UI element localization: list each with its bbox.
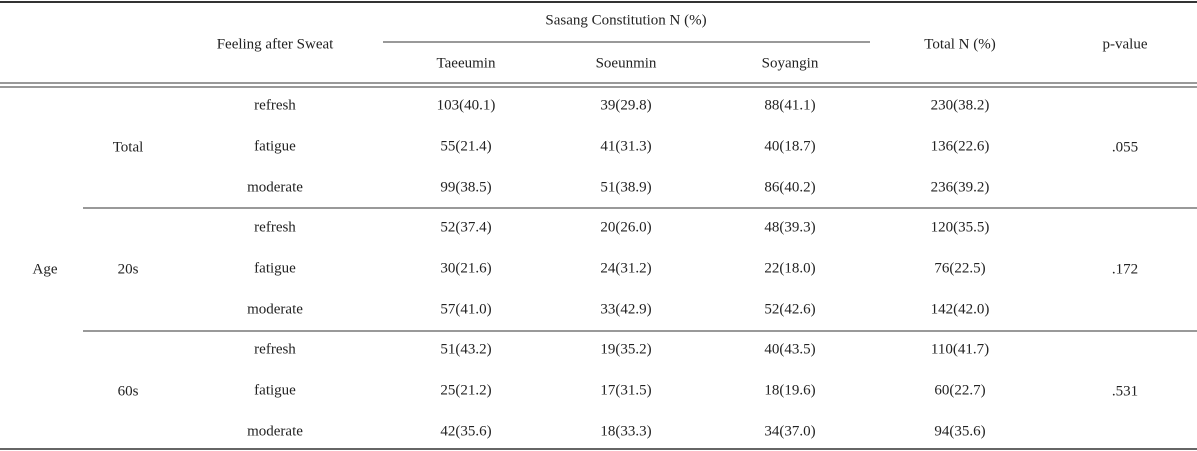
cell: 24(31.2) [600, 260, 651, 276]
cell: 52(42.6) [764, 301, 815, 317]
cell: 48(39.3) [764, 219, 815, 235]
cell: 236(39.2) [931, 179, 990, 195]
feeling: refresh [254, 341, 296, 357]
cell: 55(21.4) [440, 138, 491, 154]
cell: 52(37.4) [440, 219, 491, 235]
cell: 99(38.5) [440, 179, 491, 195]
cell: 25(21.2) [440, 382, 491, 398]
cell: 94(35.6) [934, 423, 985, 439]
cell: 110(41.7) [931, 341, 989, 357]
cell: 136(22.6) [931, 138, 990, 154]
cell: 40(18.7) [764, 138, 815, 154]
cell: 142(42.0) [931, 301, 990, 317]
header-p: p-value [1103, 36, 1148, 52]
cell: 22(18.0) [764, 260, 815, 276]
feeling: fatigue [254, 138, 296, 154]
cell: 39(29.8) [600, 97, 651, 113]
cell: 51(43.2) [440, 341, 491, 357]
header-feeling: Feeling after Sweat [217, 36, 334, 52]
cell: 57(41.0) [440, 301, 491, 317]
cell: 51(38.9) [600, 179, 651, 195]
header-column: Soeunmin [596, 55, 657, 71]
cell: 40(43.5) [764, 341, 815, 357]
cell: 103(40.1) [437, 97, 496, 113]
header-group: Sasang Constitution N (%) [545, 12, 706, 28]
group-label: Total [113, 139, 144, 155]
feeling: refresh [254, 219, 296, 235]
cell: 33(42.9) [600, 301, 651, 317]
cell: 19(35.2) [600, 341, 651, 357]
age-label: Age [33, 261, 58, 277]
cell: 17(31.5) [600, 382, 651, 398]
cell: 20(26.0) [600, 219, 651, 235]
cell: 88(41.1) [764, 97, 815, 113]
cell: 230(38.2) [931, 97, 990, 113]
cell: 18(19.6) [764, 382, 815, 398]
feeling: moderate [247, 179, 303, 195]
group-label: 20s [118, 261, 139, 277]
p-value: .531 [1112, 383, 1138, 399]
p-value: .055 [1112, 139, 1138, 155]
cell: 41(31.3) [600, 138, 651, 154]
p-value: .172 [1112, 261, 1138, 277]
cell: 76(22.5) [934, 260, 985, 276]
header-column: Taeeumin [437, 55, 496, 71]
cell: 60(22.7) [934, 382, 985, 398]
cell: 34(37.0) [764, 423, 815, 439]
cell: 42(35.6) [440, 423, 491, 439]
header-column: Soyangin [762, 55, 819, 71]
cell: 30(21.6) [440, 260, 491, 276]
feeling: moderate [247, 301, 303, 317]
feeling: fatigue [254, 260, 296, 276]
header-total: Total N (%) [924, 36, 995, 52]
feeling: fatigue [254, 382, 296, 398]
feeling: moderate [247, 423, 303, 439]
group-label: 60s [118, 383, 139, 399]
cell: 120(35.5) [931, 219, 990, 235]
cell: 86(40.2) [764, 179, 815, 195]
feeling: refresh [254, 97, 296, 113]
cell: 18(33.3) [600, 423, 651, 439]
